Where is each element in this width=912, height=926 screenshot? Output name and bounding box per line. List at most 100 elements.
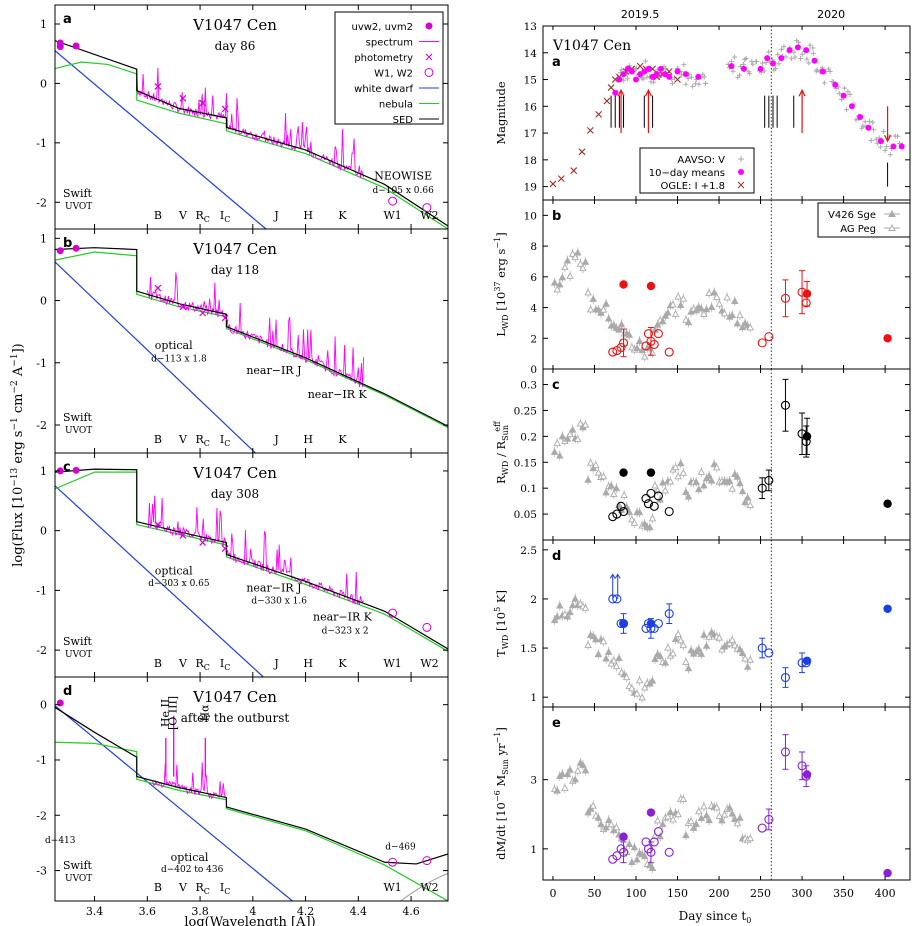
v426-sge-point <box>646 860 654 868</box>
y-tick-label: 0 <box>530 364 537 376</box>
filled-point <box>619 280 628 289</box>
v426-sge-point <box>661 658 670 666</box>
x-axis-label: Day since t0 <box>679 909 752 925</box>
open-point <box>664 609 674 619</box>
v426-sge-point <box>633 344 641 352</box>
spectrum-line <box>136 67 365 179</box>
right-title: V1047 Cen <box>552 38 631 54</box>
y-tick-label: 8 <box>530 241 537 253</box>
ag-peg-point <box>661 486 670 494</box>
w1-w2-point <box>422 203 432 213</box>
annotation: optical <box>171 851 209 864</box>
mean-point <box>764 55 771 62</box>
legend-label: nebula <box>379 100 413 111</box>
band-label-R: RC <box>195 881 209 896</box>
legend-label: photometry <box>354 53 413 64</box>
photometry-point <box>221 314 229 322</box>
gray-curve <box>400 872 448 901</box>
right-panel-d: 1 1.5 2 2.5 d TWD [105 K] <box>493 539 911 708</box>
uvot-label: UVOT <box>65 426 92 436</box>
v426-sge-point <box>741 498 749 506</box>
ag-peg-point <box>592 461 600 468</box>
ag-peg-point <box>746 323 755 331</box>
v426-sge-point <box>666 808 675 815</box>
mean-point <box>890 143 897 150</box>
lower-limit-head <box>609 573 616 579</box>
legend-label: 10−day means <box>649 168 725 179</box>
ag-peg-point <box>720 309 729 317</box>
ag-peg-point <box>612 662 621 670</box>
v426-sge-point <box>648 676 657 684</box>
x-tick-label: 3.6 <box>139 905 157 918</box>
aavso-point <box>827 68 833 74</box>
open-point <box>664 347 674 357</box>
v426-sge-point <box>705 816 713 824</box>
left-panel-c: -2 -1 0 1 c V1047 Cen day 308 Swift UVOT B V RC IC J H… <box>36 452 449 678</box>
v426-sge-point <box>707 303 716 311</box>
spectrum-line <box>146 272 365 388</box>
v426-sge-point <box>731 815 739 822</box>
aavso-point <box>702 81 708 87</box>
ag-peg-point <box>586 305 595 313</box>
v426-sge-point <box>733 319 742 327</box>
v426-sge-point <box>602 823 610 831</box>
ag-peg-point <box>607 820 616 828</box>
aavso-point <box>776 61 782 67</box>
v426-sge-point <box>571 775 579 783</box>
ag-peg-point <box>682 658 690 665</box>
panel-letter: d <box>63 684 72 699</box>
open-point <box>797 761 807 771</box>
ag-peg-point <box>736 311 744 319</box>
v426-sge-point <box>702 811 711 819</box>
aavso-point <box>690 83 696 89</box>
ogle-point <box>603 97 611 105</box>
legend-box <box>639 147 755 194</box>
aavso-point <box>688 74 694 80</box>
v426-sge-point <box>702 305 711 313</box>
ag-peg-point <box>669 300 677 308</box>
ogle-point <box>586 127 594 134</box>
y-tick-label: -2 <box>36 644 47 657</box>
ogle-point <box>595 110 603 118</box>
panel-letter: a <box>63 12 72 27</box>
v426-sge-point <box>697 814 706 821</box>
mean-point <box>682 71 689 78</box>
arrow-head <box>798 88 806 97</box>
aavso-point <box>781 44 787 50</box>
plot-area <box>550 540 892 707</box>
open-point <box>649 339 659 349</box>
panel-letter: a <box>552 55 561 70</box>
panel-frame <box>54 676 449 902</box>
v426-sge-point <box>581 257 590 265</box>
ag-peg-point <box>700 309 708 317</box>
ag-peg-point <box>612 823 621 831</box>
filled-point <box>883 604 892 613</box>
filled-point <box>802 770 812 779</box>
y-tick-label: -1 <box>36 584 47 597</box>
open-point <box>764 814 774 825</box>
aavso-point <box>844 107 850 113</box>
mean-point <box>803 47 810 54</box>
ag-peg-point <box>651 481 659 489</box>
y-tick-label: 6 <box>530 272 537 284</box>
y-tick-label: 0.2 <box>520 431 537 443</box>
v426-sge-point <box>553 612 561 620</box>
annotation: near−IR J <box>246 582 301 595</box>
nebula-line <box>55 741 448 901</box>
mean-point <box>848 103 855 110</box>
legend-marker-w <box>424 68 434 77</box>
ag-peg-point <box>599 305 608 313</box>
w1-w2-point <box>422 622 432 632</box>
band-label-J: J <box>273 657 278 670</box>
y-tick-label: 1.5 <box>520 643 537 655</box>
y-tick-label: -1 <box>36 357 47 370</box>
aavso-point <box>841 85 847 91</box>
annotation: d−323 x 2 <box>322 626 369 636</box>
x-tick-label: 4.2 <box>297 905 315 918</box>
ag-peg-point <box>581 420 590 428</box>
ag-peg-point <box>666 477 675 485</box>
aavso-point <box>791 49 797 55</box>
band-label-V: V <box>178 209 188 222</box>
